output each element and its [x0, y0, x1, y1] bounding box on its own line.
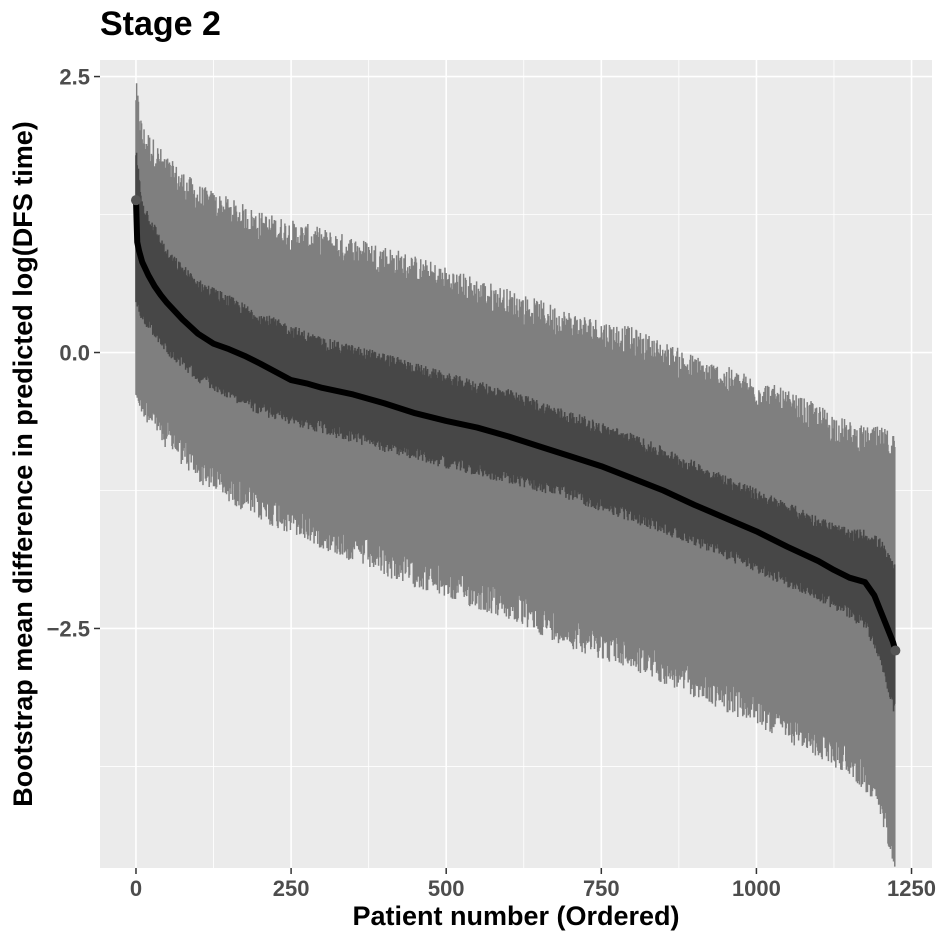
x-tick-label: 750 [583, 876, 620, 901]
x-tick-label: 250 [273, 876, 310, 901]
x-axis-title: Patient number (Ordered) [352, 901, 679, 931]
mean-layer [130, 195, 901, 656]
mean-start-point [130, 195, 141, 206]
x-tick-label: 1000 [732, 876, 781, 901]
x-tick-label: 500 [428, 876, 465, 901]
x-tick-label: 0 [130, 876, 142, 901]
mean-end-point [890, 645, 901, 656]
y-axis-title: Bootstrap mean difference in predicted l… [8, 121, 38, 807]
y-tick-label: 2.5 [59, 65, 90, 90]
y-tick-label: 0.0 [59, 341, 90, 366]
y-tick-label: −2.5 [47, 616, 90, 641]
mean-line [132, 197, 899, 654]
x-axis: 0 250 500 750 1000 1250 [130, 868, 936, 901]
y-axis: 2.5 0.0 −2.5 [47, 65, 100, 641]
x-tick-label: 1250 [887, 876, 936, 901]
chart-title: Stage 2 [100, 5, 221, 43]
